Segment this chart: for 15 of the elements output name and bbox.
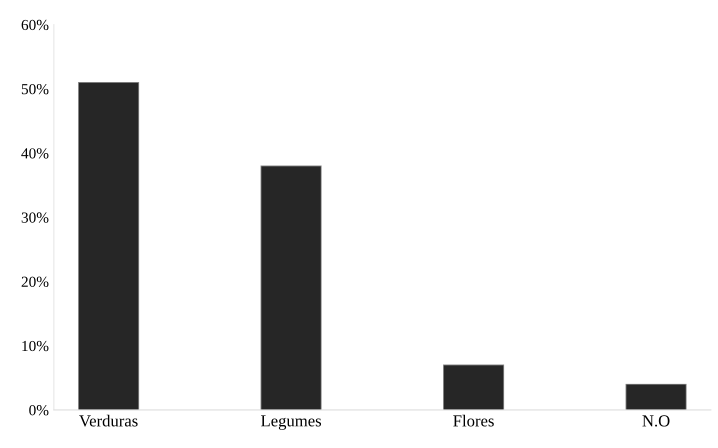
bar xyxy=(260,165,322,410)
x-tick-label: Flores xyxy=(453,414,494,427)
bar xyxy=(443,364,504,410)
x-tick-label: N.O xyxy=(642,415,670,427)
bar xyxy=(78,82,140,410)
y-tick-label: 20% xyxy=(22,276,48,287)
y-tick-label: 10% xyxy=(22,340,48,352)
bar xyxy=(626,384,687,410)
x-tick-label: Verduras xyxy=(79,414,138,427)
y-tick-label: 60% xyxy=(22,20,48,30)
y-tick-label: 30% xyxy=(22,212,48,223)
y-tick-label: 0% xyxy=(29,405,48,416)
x-tick-label: Legumes xyxy=(261,415,322,430)
y-tick-label: 50% xyxy=(22,84,48,94)
y-tick-label: 40% xyxy=(21,148,48,159)
